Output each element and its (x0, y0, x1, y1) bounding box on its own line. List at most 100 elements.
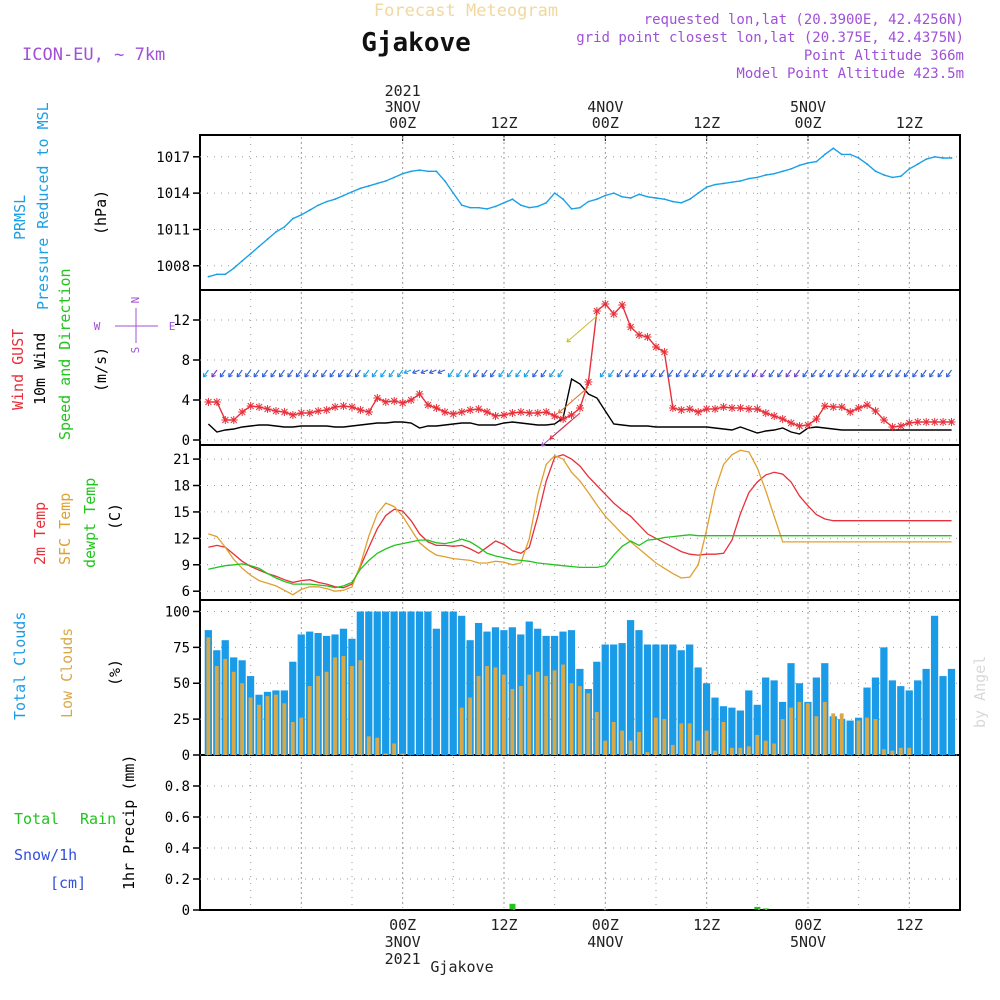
pressure-label-msl: Pressure Reduced to MSL (34, 102, 52, 310)
pressure-point (798, 164, 801, 167)
wind-arrow (403, 369, 412, 374)
wind-arrow (709, 369, 716, 378)
gust-marker (660, 348, 669, 356)
gust-marker (778, 415, 787, 423)
wind-arrow-head (937, 372, 943, 378)
low-cloud-bar (881, 749, 886, 755)
pressure-point (291, 217, 294, 220)
wind-arrow-head (329, 372, 335, 378)
pressure-point (663, 198, 666, 201)
rain-bar (754, 906, 761, 910)
gust-marker (483, 408, 492, 416)
gust-marker (381, 398, 390, 406)
wind-arrow (420, 369, 429, 374)
wind-arrow-head (667, 372, 672, 378)
y-tick-label: 0 (182, 748, 190, 764)
gust-marker (770, 412, 779, 420)
location-title: Gjakove (361, 28, 471, 58)
low-cloud-bar (358, 660, 363, 755)
y-tick-label: 12 (173, 313, 190, 329)
temp-unit: (C) (106, 503, 124, 530)
pressure-point (469, 206, 472, 209)
time-label: 12Z (896, 916, 923, 934)
gust-marker (440, 408, 449, 416)
wind-arrow (760, 369, 767, 378)
precip-cm-label: [cm] (50, 874, 86, 892)
gust-marker (322, 406, 331, 414)
wind-arrow-head (211, 372, 216, 378)
pressure-point (866, 163, 869, 165)
wind-arrow-head (428, 369, 434, 375)
wind-arrow (295, 369, 302, 378)
wind-arrow-head (532, 372, 537, 378)
low-cloud-bar (282, 703, 287, 755)
wind-arrow (726, 369, 733, 378)
gust-marker (415, 390, 424, 398)
time-label: 4NOV (587, 98, 623, 116)
wind-unit: (m/s) (92, 347, 110, 392)
low-cloud-bar (620, 730, 625, 755)
wind-arrow (532, 369, 539, 378)
wind-arrow-head (920, 372, 926, 378)
gust-marker (896, 422, 905, 430)
pressure-point (519, 204, 522, 207)
wind-arrow (380, 369, 387, 378)
total-cloud-bar (770, 680, 778, 755)
wind-arrow (412, 369, 420, 374)
total-cloud-bar (382, 611, 390, 755)
wind-arrow-head (456, 372, 461, 378)
gust-marker (246, 402, 255, 410)
wind-arrow-head (304, 372, 309, 378)
gust-marker (280, 408, 289, 416)
wind-arrow (946, 369, 953, 378)
pressure-point (351, 191, 353, 193)
pressure-point (899, 175, 902, 178)
wind-arrow (870, 369, 877, 378)
wind-arrow-head (599, 372, 605, 378)
wind-arrow-head (642, 372, 647, 378)
low-cloud-bar (307, 686, 312, 755)
low-cloud-bar (341, 655, 346, 755)
pressure-point (393, 176, 396, 179)
wind-arrow-head (541, 442, 546, 447)
pressure-point (781, 170, 784, 173)
wind-arrow-head (870, 372, 875, 378)
pressure-point (410, 170, 413, 173)
wind-arrow-head (278, 372, 284, 378)
low-cloud-bar (214, 666, 219, 755)
gust-marker (491, 412, 500, 420)
pressure-point (241, 260, 244, 262)
pressure-point (452, 192, 455, 195)
pressure-point (342, 194, 345, 197)
gust-marker (576, 404, 584, 412)
total-cloud-bar (297, 634, 305, 755)
y-tick-label: 6 (182, 584, 190, 600)
total-cloud-bar (289, 661, 297, 755)
low-cloud-bar (746, 746, 751, 755)
wind-arrow (886, 369, 893, 378)
precip-total-label: Total (14, 810, 59, 828)
wind-arrow-head (557, 372, 563, 378)
wind-arrow (642, 369, 649, 378)
total-cloud-bar (922, 668, 930, 755)
gust-marker (331, 403, 340, 411)
low-cloud-bar (839, 713, 844, 755)
wind-arrow (329, 369, 336, 378)
point-altitude: Point Altitude 366m (804, 48, 964, 64)
gust-marker (466, 406, 475, 414)
y-tick-label: 9 (182, 558, 190, 574)
low-cloud-bar (400, 753, 405, 755)
low-cloud-bar (586, 693, 591, 755)
y-tick-label: 75 (173, 640, 190, 656)
pressure-point (832, 147, 835, 150)
low-cloud-bar (637, 732, 641, 755)
wind-arrow-head (777, 372, 782, 378)
wind-arrow-head (633, 372, 639, 378)
wind-arrow (523, 369, 530, 378)
forecast-title: Forecast Meteogram (374, 1, 558, 21)
low-cloud-bar (493, 667, 498, 755)
gust-marker (229, 416, 238, 424)
rain-bar (762, 908, 769, 910)
gust-marker (305, 409, 314, 417)
